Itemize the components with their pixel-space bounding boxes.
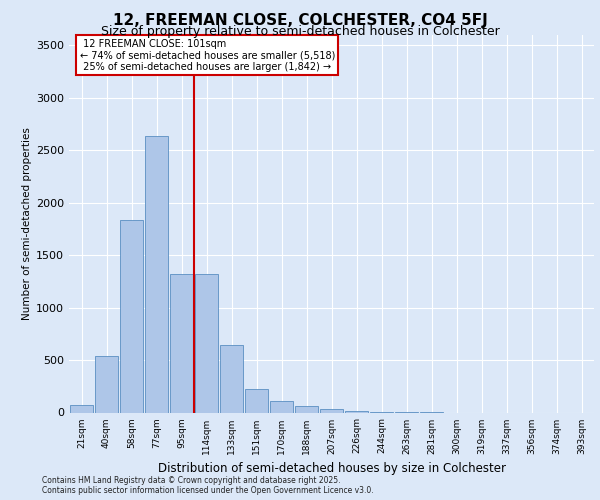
Bar — [269, 402, 293, 412]
X-axis label: Distribution of semi-detached houses by size in Colchester: Distribution of semi-detached houses by … — [157, 462, 505, 475]
Text: Contains HM Land Registry data © Crown copyright and database right 2025.
Contai: Contains HM Land Registry data © Crown c… — [42, 476, 374, 495]
Bar — [119, 220, 143, 412]
Bar — [95, 356, 118, 412]
Bar — [245, 390, 268, 412]
Text: 12, FREEMAN CLOSE, COLCHESTER, CO4 5FJ: 12, FREEMAN CLOSE, COLCHESTER, CO4 5FJ — [113, 12, 487, 28]
Bar — [145, 136, 169, 412]
Bar — [220, 346, 244, 412]
Bar — [320, 410, 343, 412]
Bar — [295, 406, 319, 412]
Y-axis label: Number of semi-detached properties: Number of semi-detached properties — [22, 128, 32, 320]
Bar — [194, 274, 218, 412]
Text: Size of property relative to semi-detached houses in Colchester: Size of property relative to semi-detach… — [101, 25, 499, 38]
Bar — [70, 404, 94, 412]
Bar — [170, 274, 193, 412]
Text: 12 FREEMAN CLOSE: 101sqm
← 74% of semi-detached houses are smaller (5,518)
 25% : 12 FREEMAN CLOSE: 101sqm ← 74% of semi-d… — [79, 39, 335, 72]
